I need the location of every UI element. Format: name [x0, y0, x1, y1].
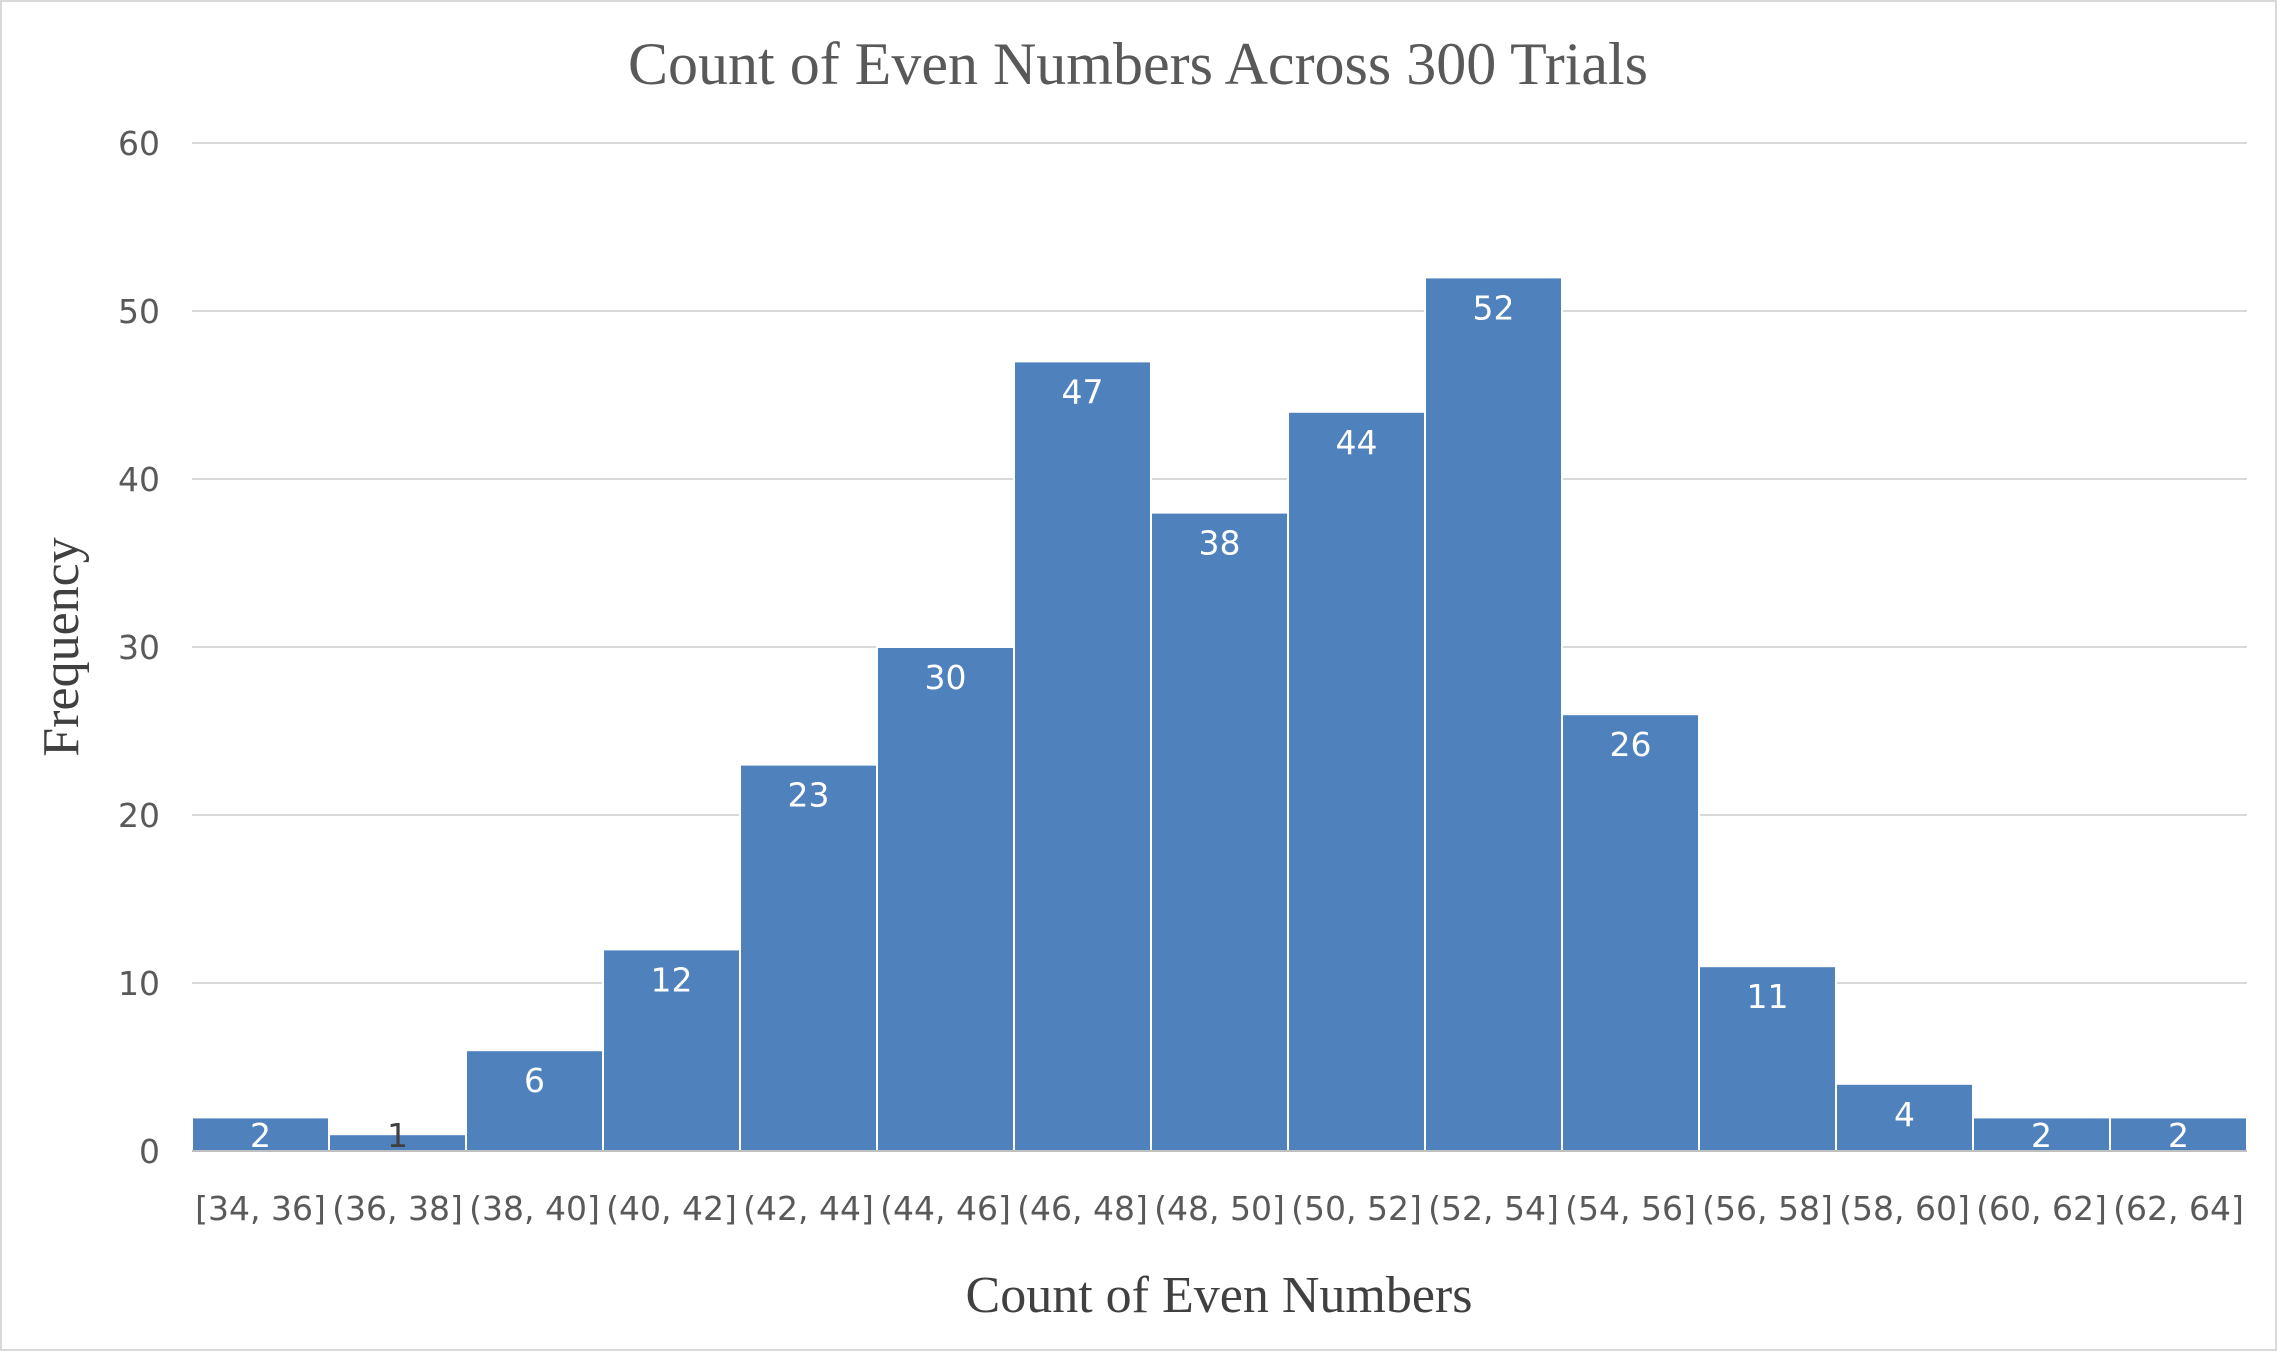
y-tick-label: 50 [118, 292, 160, 331]
bar [1287, 410, 1426, 1152]
x-tick-label: (62, 64] [2113, 1189, 2244, 1228]
x-axis-ticks: [34, 36] (36, 38] (38, 40] (40, 42] (42, 44]… [195, 1189, 2244, 1228]
bar-data-label: 38 [1199, 524, 1241, 563]
x-tick-label: (58, 60] [1839, 1189, 1970, 1228]
bar [876, 646, 1015, 1152]
y-tick-label: 60 [118, 124, 160, 163]
x-tick-label: (36, 38] [332, 1189, 463, 1228]
x-tick-label: (46, 48] [1017, 1189, 1148, 1228]
x-tick-label: (54, 56] [1565, 1189, 1696, 1228]
x-tick-label: (42, 44] [743, 1189, 874, 1228]
bar-data-label: 52 [1473, 288, 1515, 327]
bar [1150, 511, 1289, 1153]
bar-data-label: 26 [1610, 725, 1652, 764]
y-tick-label: 40 [118, 460, 160, 499]
bar [739, 763, 878, 1152]
data-labels: 2 1 6 12 23 30 47 38 44 52 26 11 4 2 2 [250, 288, 2189, 1155]
bar [1424, 276, 1563, 1152]
x-tick-label: (40, 42] [606, 1189, 737, 1228]
bar-data-label: 11 [1747, 977, 1789, 1016]
x-tick-label: (52, 54] [1428, 1189, 1559, 1228]
y-axis-ticks: 0 10 20 30 40 50 60 [118, 124, 160, 1171]
x-axis-title: Count of Even Numbers [966, 1267, 1473, 1324]
x-tick-label: (56, 58] [1702, 1189, 1833, 1228]
bar-data-label: 6 [524, 1061, 545, 1100]
x-tick-label: (44, 46] [880, 1189, 1011, 1228]
y-tick-label: 0 [139, 1132, 160, 1171]
x-tick-label: (38, 40] [469, 1189, 600, 1228]
x-tick-label: (48, 50] [1154, 1189, 1285, 1228]
bar-data-label: 30 [925, 658, 967, 697]
bar-data-label: 4 [1894, 1095, 1915, 1134]
bar [2109, 1116, 2248, 1153]
bar-data-label: 47 [1062, 372, 1104, 411]
bar-data-label: 1 [387, 1116, 408, 1155]
x-tick-label: (60, 62] [1976, 1189, 2107, 1228]
y-tick-label: 30 [118, 628, 160, 667]
bar-data-label: 23 [788, 776, 830, 815]
y-tick-label: 20 [118, 796, 160, 835]
bars [191, 276, 2248, 1153]
bar-data-label: 12 [651, 960, 693, 999]
bar-data-label: 2 [250, 1116, 271, 1155]
y-tick-label: 10 [118, 964, 160, 1003]
chart-title: Count of Even Numbers Across 300 Trials [628, 31, 1648, 97]
bar-data-label: 44 [1336, 423, 1378, 462]
x-tick-label: (50, 52] [1291, 1189, 1422, 1228]
bar-data-label: 2 [2168, 1116, 2189, 1155]
y-axis-title: Frequency [33, 537, 90, 756]
x-tick-label: [34, 36] [195, 1189, 326, 1228]
bar-data-label: 2 [2031, 1116, 2052, 1155]
bar [1013, 360, 1152, 1152]
bar [1561, 713, 1700, 1152]
